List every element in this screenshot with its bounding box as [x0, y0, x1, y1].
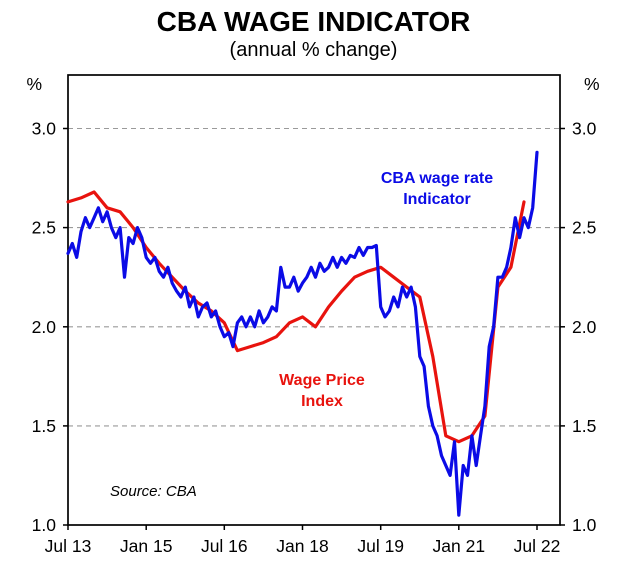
svg-text:Jul 16: Jul 16	[201, 536, 248, 556]
cba-indicator-label: CBA wage rate Indicator	[381, 170, 493, 208]
svg-text:2.5: 2.5	[572, 218, 596, 238]
svg-text:1.5: 1.5	[32, 416, 56, 436]
svg-text:2.0: 2.0	[32, 317, 57, 337]
svg-text:1.0: 1.0	[32, 515, 57, 535]
svg-text:Indicator: Indicator	[403, 191, 471, 208]
plot-frame	[67, 74, 561, 526]
x-axis-labels: Jul 13 Jan 15 Jul 16 Jan 18 Jul 19 Jan 21 Jul …	[45, 525, 561, 556]
svg-text:3.0: 3.0	[572, 119, 597, 139]
svg-text:Index: Index	[301, 393, 343, 410]
svg-text:Jan 18: Jan 18	[276, 536, 329, 556]
y-axis-labels: 1.0 1.0 1.5 1.5 2.0 2.0 2.5 2.5 3.0 3.0	[32, 119, 597, 536]
source-note: Source: CBA	[110, 483, 197, 500]
svg-text:1.5: 1.5	[572, 416, 596, 436]
svg-text:Wage Price: Wage Price	[279, 372, 365, 389]
svg-text:Jul 19: Jul 19	[357, 536, 404, 556]
svg-text:2.0: 2.0	[572, 317, 597, 337]
svg-text:3.0: 3.0	[32, 119, 57, 139]
svg-text:Jan 15: Jan 15	[120, 536, 173, 556]
wpi-label: Wage Price Index	[279, 372, 365, 410]
svg-text:%: %	[26, 74, 42, 94]
svg-text:%: %	[584, 74, 600, 94]
svg-text:Jul 22: Jul 22	[514, 536, 561, 556]
svg-text:Jul 13: Jul 13	[45, 536, 92, 556]
svg-text:Source: CBA: Source: CBA	[110, 483, 197, 500]
svg-text:2.5: 2.5	[32, 218, 56, 238]
chart-title: CBA WAGE INDICATOR	[156, 6, 471, 37]
chart-subtitle: (annual % change)	[229, 39, 398, 61]
cba-wage-indicator-line	[66, 150, 539, 517]
svg-text:1.0: 1.0	[572, 515, 597, 535]
svg-text:Jan 21: Jan 21	[433, 536, 486, 556]
svg-text:CBA wage rate: CBA wage rate	[381, 170, 493, 187]
y-axis-unit-labels: %%	[26, 74, 599, 94]
